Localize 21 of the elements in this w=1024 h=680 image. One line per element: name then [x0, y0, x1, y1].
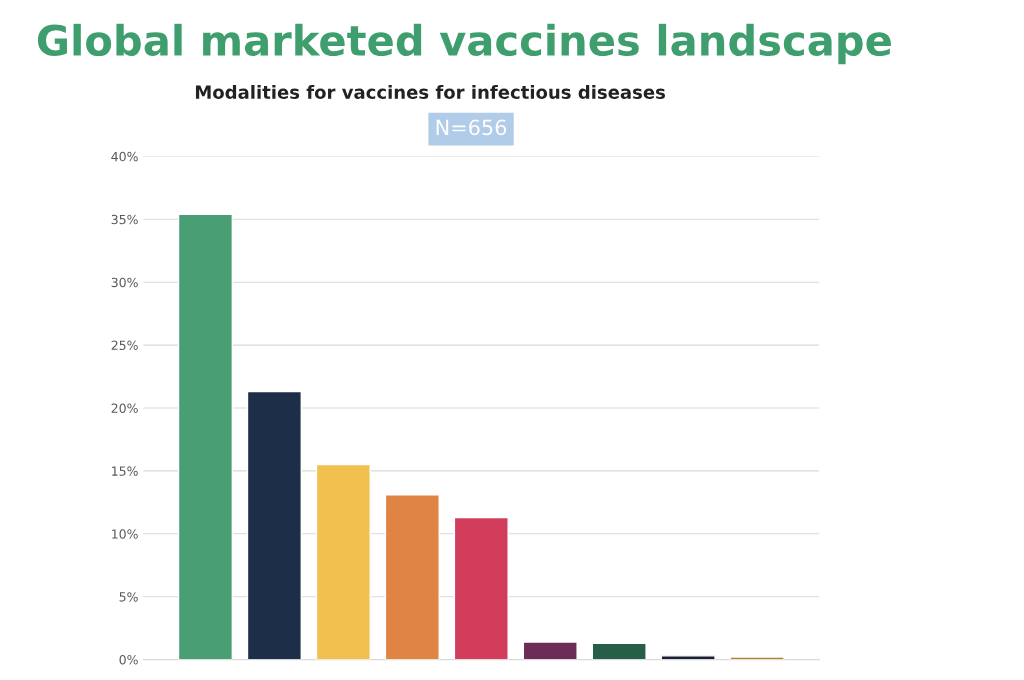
chart-subtitle: Modalities for vaccines for infectious diseases	[195, 85, 665, 99]
bar	[177, 213, 234, 660]
bar	[315, 463, 371, 660]
y-tick-label: 10%	[112, 529, 138, 539]
bar	[522, 641, 578, 660]
bar	[246, 390, 302, 660]
text: N=656	[436, 119, 507, 136]
y-tick-label: 30%	[111, 277, 138, 288]
y-tick-label: 20%	[111, 403, 138, 413]
bar	[729, 656, 785, 660]
bar	[660, 655, 716, 660]
y-tick-label: 40%	[111, 151, 138, 162]
chart-title: Global marketed vaccines landscape	[37, 23, 891, 65]
bar	[453, 516, 509, 660]
bar	[591, 642, 647, 660]
y-tick-label: 25%	[111, 340, 138, 351]
bar	[384, 494, 440, 660]
y-tick-label: 0%	[119, 655, 138, 665]
y-tick-label: 15%	[112, 466, 138, 476]
y-tick-label: 5%	[119, 592, 138, 602]
y-tick-label: 35%	[111, 214, 138, 225]
